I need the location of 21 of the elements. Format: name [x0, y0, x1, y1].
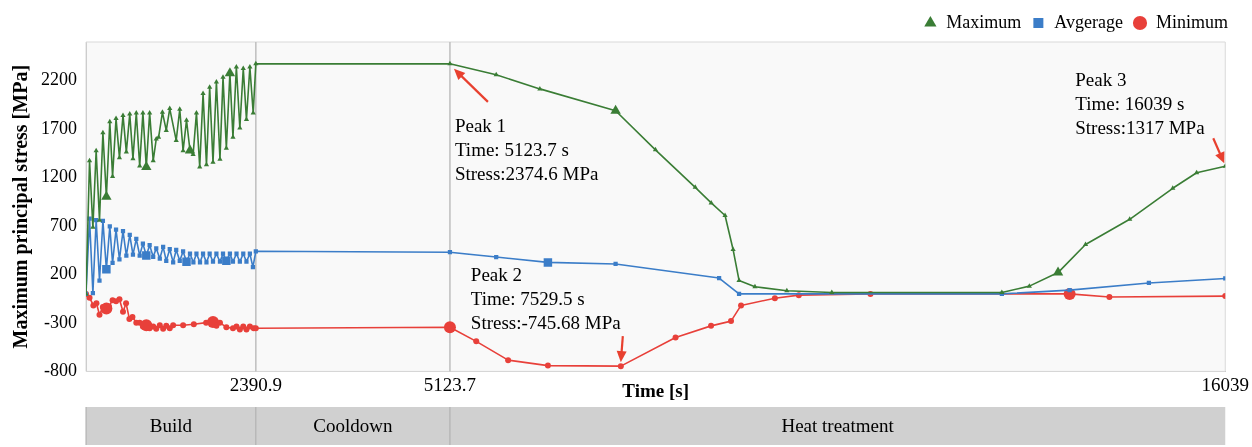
- y-tick-label: 200: [50, 263, 77, 284]
- band-label: Heat treatment: [781, 414, 895, 436]
- band-label: Build: [149, 414, 193, 436]
- annotation: Peak 3 Time: 16039 s Stress:1317 MPa: [1075, 69, 1206, 139]
- annotation: Peak 2 Time: 7529.5 s Stress:-745.68 MPa: [470, 264, 622, 334]
- y-tick-label: 700: [50, 214, 77, 235]
- x-tick-label: 5123.7: [423, 373, 477, 395]
- legend-label: Minimum: [1155, 11, 1229, 32]
- legend-label: Avgerage: [1054, 11, 1123, 32]
- y-tick-label: 2200: [41, 69, 77, 90]
- y-tick-label: -800: [44, 360, 77, 381]
- x-axis-title: Time [s]: [622, 379, 689, 401]
- y-tick-label: 1700: [41, 117, 77, 138]
- y-tick-label: 1200: [41, 166, 77, 187]
- legend-label: Maximum: [946, 11, 1022, 32]
- band-label: Cooldown: [313, 414, 393, 436]
- y-axis-title: Maximum principal stress [MPa]: [9, 64, 33, 349]
- annotation: Peak 1 Time: 5123.7 s Stress:2374.6 MPa: [454, 114, 600, 184]
- x-tick-label: 16039: [1201, 373, 1249, 395]
- x-tick-label: 2390.9: [229, 373, 282, 395]
- y-tick-label: -300: [44, 311, 77, 332]
